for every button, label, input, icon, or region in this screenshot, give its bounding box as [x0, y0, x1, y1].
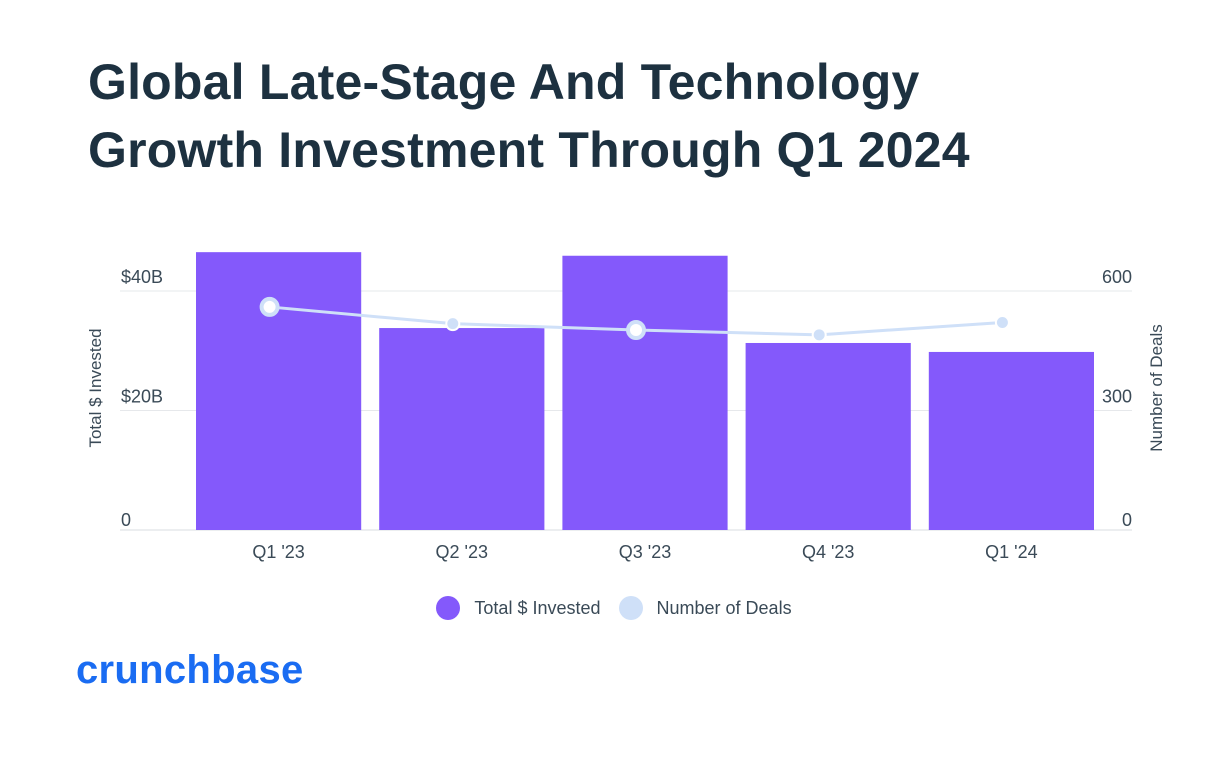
legend-label-invested: Total $ Invested — [474, 597, 601, 618]
x-tick-label: Q3 '23 — [619, 542, 671, 562]
y-right-axis-title: Number of Deals — [1147, 324, 1166, 452]
y-right-tick-label: 600 — [1102, 267, 1132, 287]
crunchbase-logo[interactable]: crunchbase — [76, 648, 304, 692]
y-right-tick-label: 300 — [1102, 387, 1132, 407]
deals-point — [994, 314, 1010, 330]
y-left-tick-label: $20B — [121, 387, 163, 407]
legend-item-deals[interactable]: Number of Deals — [618, 596, 792, 620]
legend-swatch-deals — [618, 596, 643, 620]
legend-swatch-invested — [436, 596, 461, 620]
chart-title-line-1: Global Late-Stage And Technology — [88, 54, 920, 110]
x-tick-label: Q2 '23 — [436, 542, 488, 562]
y-left-tick-label: 0 — [121, 510, 131, 530]
deals-point — [445, 316, 461, 332]
chart-legend: Total $ Invested Number of Deals — [0, 596, 1228, 620]
legend-item-invested[interactable]: Total $ Invested — [436, 596, 601, 620]
x-tick-label: Q1 '23 — [252, 542, 304, 562]
bar — [196, 252, 362, 530]
deals-point — [259, 296, 280, 317]
chart-title: Global Late-Stage And Technology Growth … — [88, 48, 1168, 184]
bar — [928, 351, 1094, 530]
y-left-tick-label: $40B — [121, 267, 163, 287]
y-right-tick-label: 0 — [1122, 510, 1132, 530]
legend-label-deals: Number of Deals — [656, 597, 792, 618]
deals-point — [811, 327, 827, 343]
chart-title-line-2: Growth Investment Through Q1 2024 — [88, 122, 970, 178]
y-left-axis-title: Total $ Invested — [86, 328, 105, 447]
bar — [562, 255, 728, 530]
bar — [379, 328, 545, 530]
x-tick-label: Q4 '23 — [802, 542, 854, 562]
x-tick-label: Q1 '24 — [985, 542, 1037, 562]
deals-point — [626, 320, 646, 341]
bar — [745, 342, 911, 530]
